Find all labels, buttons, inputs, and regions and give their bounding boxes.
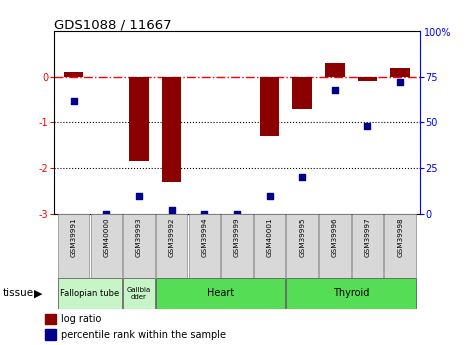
Text: GSM40001: GSM40001: [266, 217, 272, 257]
Text: GSM39994: GSM39994: [201, 217, 207, 257]
Text: 100%: 100%: [424, 28, 452, 38]
Text: GSM39999: GSM39999: [234, 217, 240, 257]
Bar: [390, 68, 410, 77]
Bar: [91, 214, 122, 278]
Point: [233, 211, 241, 217]
Text: GSM39997: GSM39997: [364, 217, 371, 257]
Bar: [352, 214, 383, 278]
Point: [364, 124, 371, 129]
Bar: [358, 77, 377, 81]
Bar: [385, 214, 416, 278]
Text: Heart: Heart: [207, 288, 234, 298]
Bar: [64, 72, 83, 77]
Bar: [319, 214, 350, 278]
Text: GSM39998: GSM39998: [397, 217, 403, 257]
Point: [331, 87, 339, 92]
Point: [396, 79, 404, 85]
Bar: [156, 278, 285, 309]
Point: [135, 193, 143, 198]
Bar: [58, 214, 89, 278]
Text: GDS1088 / 11667: GDS1088 / 11667: [54, 19, 172, 32]
Point: [168, 207, 175, 213]
Bar: [45, 329, 56, 340]
Text: log ratio: log ratio: [61, 314, 102, 324]
Bar: [221, 214, 252, 278]
Text: GSM39991: GSM39991: [70, 217, 76, 257]
Text: GSM40000: GSM40000: [103, 217, 109, 257]
Bar: [123, 278, 154, 309]
Text: Gallbla
dder: Gallbla dder: [127, 287, 151, 300]
Text: GSM39995: GSM39995: [299, 217, 305, 257]
Bar: [162, 77, 182, 182]
Bar: [189, 214, 220, 278]
Bar: [129, 77, 149, 161]
Bar: [287, 214, 318, 278]
Point: [102, 211, 110, 217]
Bar: [287, 278, 416, 309]
Bar: [156, 214, 187, 278]
Bar: [123, 214, 154, 278]
Point: [70, 98, 77, 103]
Bar: [260, 77, 280, 136]
Text: Fallopian tube: Fallopian tube: [60, 289, 120, 298]
Text: Thyroid: Thyroid: [333, 288, 370, 298]
Point: [200, 211, 208, 217]
Bar: [325, 63, 345, 77]
Text: percentile rank within the sample: percentile rank within the sample: [61, 330, 227, 340]
Text: GSM39993: GSM39993: [136, 217, 142, 257]
Point: [266, 193, 273, 198]
Text: GSM39996: GSM39996: [332, 217, 338, 257]
Text: GSM39992: GSM39992: [168, 217, 174, 257]
Point: [298, 175, 306, 180]
Bar: [58, 278, 122, 309]
Text: tissue: tissue: [2, 288, 33, 298]
Bar: [45, 314, 56, 324]
Bar: [292, 77, 312, 109]
Bar: [254, 214, 285, 278]
Text: ▶: ▶: [34, 288, 43, 298]
